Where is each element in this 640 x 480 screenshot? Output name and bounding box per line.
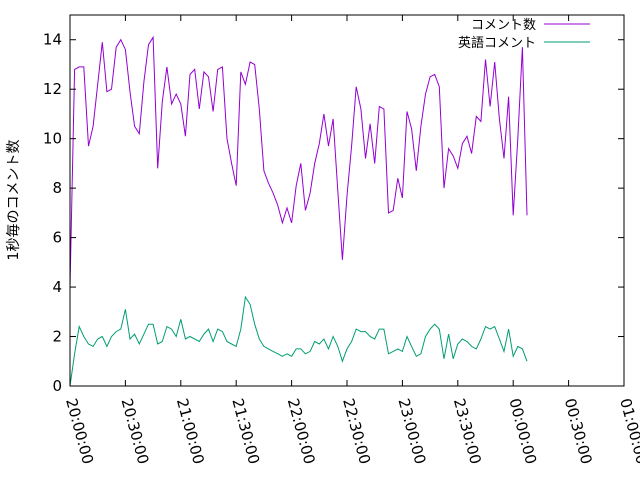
y-tick-label: 2 [52,328,62,346]
y-tick-label: 4 [52,278,62,296]
y-tick-label: 6 [52,229,62,247]
legend-label-1: コメント数 [471,18,536,33]
series-layer [69,35,528,387]
y-axis-title: 1秒毎のコメント数 [6,140,22,261]
series-line-1 [69,35,528,288]
legend-label-2: 英語コメント [458,35,536,51]
y-tick-label: 14 [43,31,62,49]
y-tick-label: 12 [43,80,62,98]
y-tick-label: 0 [52,377,62,395]
y-tick-label: 10 [43,130,62,148]
series-line-2 [69,295,528,387]
y-tick-label: 8 [52,179,62,197]
